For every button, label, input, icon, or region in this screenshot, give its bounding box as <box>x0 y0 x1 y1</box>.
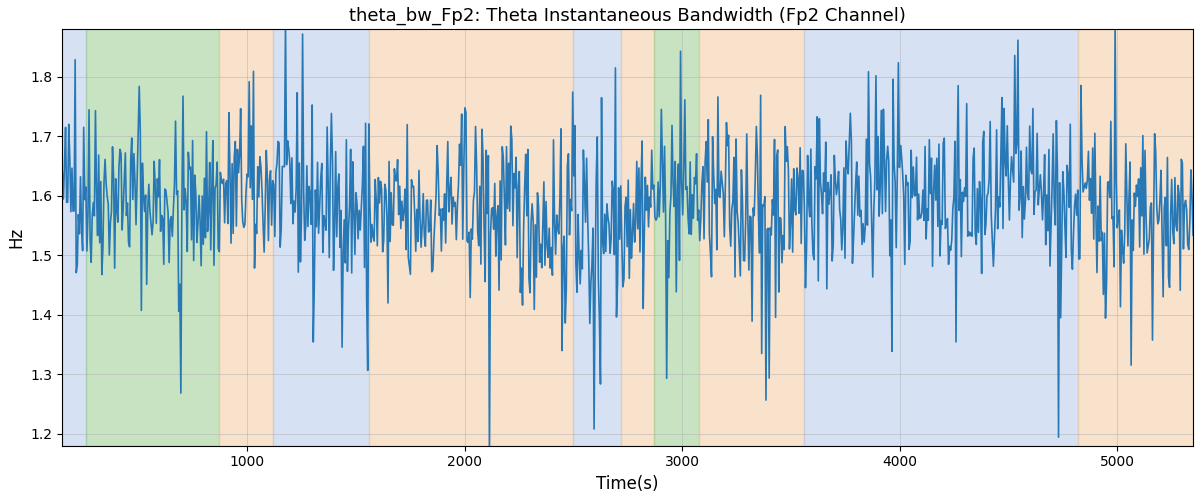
Bar <box>274 30 368 446</box>
Bar <box>86 30 218 446</box>
Bar <box>1078 30 1193 446</box>
Bar <box>654 30 700 446</box>
Title: theta_bw_Fp2: Theta Instantaneous Bandwidth (Fp2 Channel): theta_bw_Fp2: Theta Instantaneous Bandwi… <box>349 7 906 25</box>
Bar <box>804 30 1078 446</box>
Bar <box>62 30 86 446</box>
Bar <box>574 30 622 446</box>
X-axis label: Time(s): Time(s) <box>596 475 659 493</box>
Bar <box>700 30 804 446</box>
Bar <box>218 30 274 446</box>
Y-axis label: Hz: Hz <box>7 227 25 248</box>
Bar <box>622 30 654 446</box>
Bar <box>368 30 574 446</box>
